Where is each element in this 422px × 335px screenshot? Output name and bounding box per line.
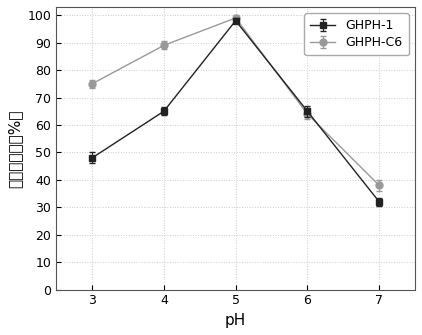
Legend: GHPH-1, GHPH-C6: GHPH-1, GHPH-C6 xyxy=(304,13,409,56)
Y-axis label: 相对酶活力（%）: 相对酶活力（%） xyxy=(7,109,22,188)
X-axis label: pH: pH xyxy=(225,313,246,328)
